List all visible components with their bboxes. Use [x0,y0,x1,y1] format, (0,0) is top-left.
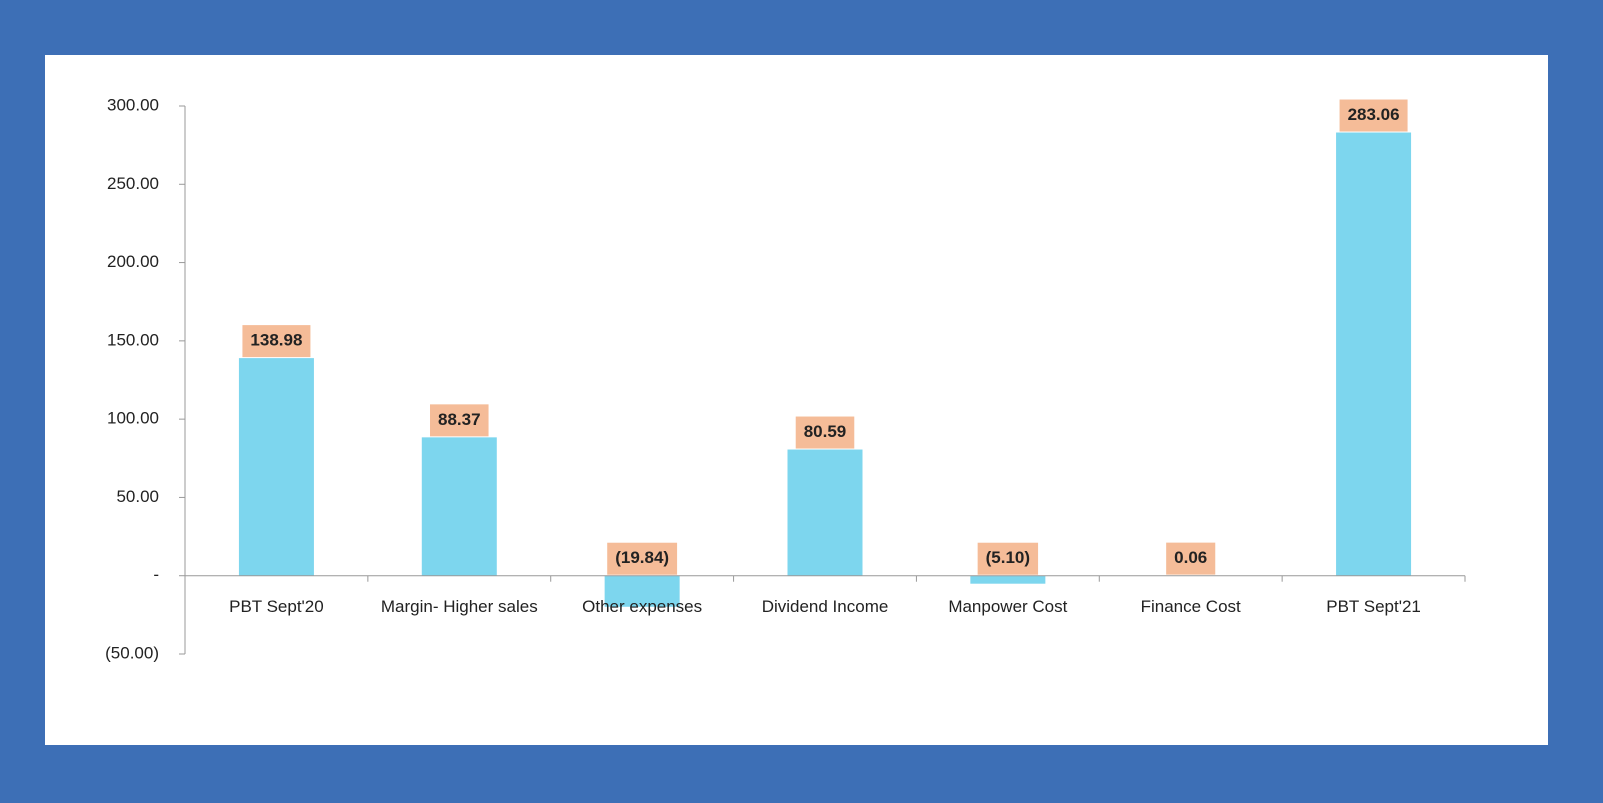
y-tick-label: 250.00 [107,174,159,193]
x-tick-label: Dividend Income [761,596,889,616]
x-tick-label: Margin- Higher sales [380,596,538,616]
value-label-group: 138.98 [242,325,311,358]
value-label-group: 0.06 [1166,542,1216,575]
value-label: 138.98 [250,331,302,350]
bar [970,575,1046,584]
value-label-group: 283.06 [1339,99,1408,132]
value-label-box [607,542,678,575]
value-label-group: (5.10) [977,542,1039,575]
y-tick-label: - [153,565,159,584]
x-tick-label: PBT Sept'21 [1326,596,1421,616]
y-tick-label: 200.00 [107,252,159,271]
y-tick-label: 100.00 [107,409,159,428]
value-label-group: 80.59 [795,416,855,449]
value-label-group: 88.37 [430,404,489,437]
y-tick-label: 50.00 [116,487,159,506]
y-tick-label: 150.00 [107,330,159,349]
y-tick-label: (50.00) [105,643,159,662]
value-label-box [1339,99,1408,132]
chart: (50.00) - 50.00 100.00 150.00 200.00 250.00 300… [105,95,1466,662]
x-tick-label: Other expenses [582,596,703,616]
value-label: 0.06 [1174,548,1207,567]
bar [421,437,497,576]
x-tick-label: PBT Sept'20 [229,596,324,616]
bar [1336,132,1412,576]
value-label-box [430,404,489,437]
value-label: 88.37 [438,410,481,429]
value-label-box [795,416,855,449]
value-label-box [242,325,311,358]
x-tick-label: Finance Cost [1140,596,1241,616]
value-label: 283.06 [1348,105,1400,124]
chart-panel: (50.00) - 50.00 100.00 150.00 200.00 250.00 300… [45,55,1548,745]
bar [238,358,314,576]
value-label-box [1166,542,1216,575]
y-tick-label: 300.00 [107,95,159,114]
x-tick-label: Manpower Cost [948,596,1068,616]
value-label: (5.10) [986,548,1030,567]
value-label-group: (19.84) [607,542,678,575]
bar [604,575,680,607]
bar [787,449,863,576]
value-label-box [977,542,1039,575]
value-label: (19.84) [615,548,669,567]
value-label: 80.59 [804,422,847,441]
